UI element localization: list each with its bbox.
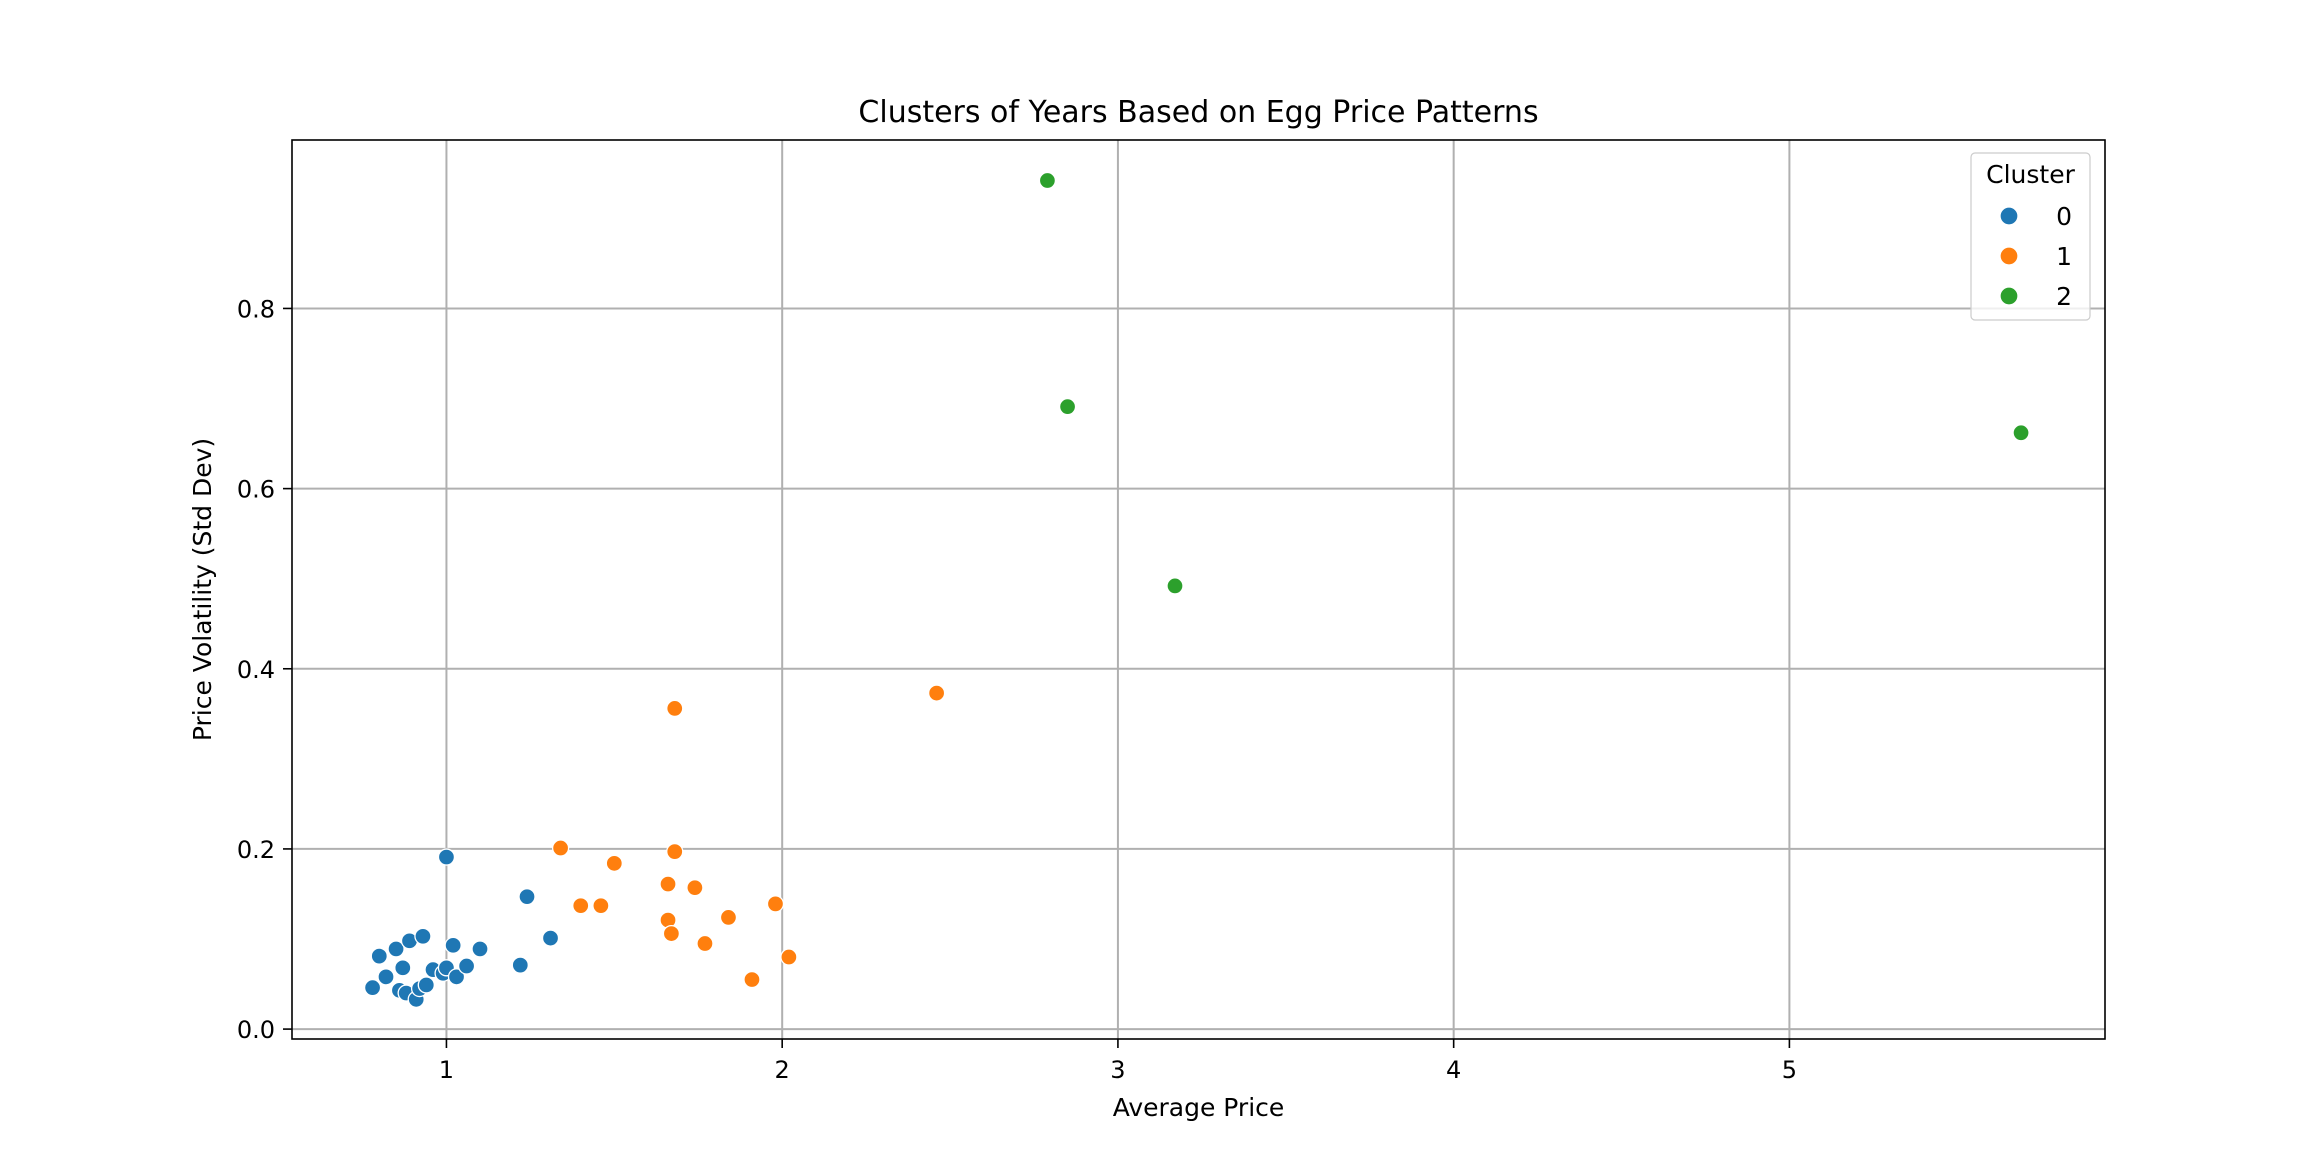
y-tick-label: 0.4	[237, 656, 275, 684]
data-point	[551, 839, 570, 857]
data-point	[511, 956, 529, 974]
data-point	[1058, 397, 1077, 416]
series-0	[363, 848, 560, 1009]
plot-frame	[291, 139, 2106, 1040]
x-tick-label: 2	[775, 1056, 790, 1084]
data-point	[414, 927, 432, 945]
data-point	[363, 979, 382, 997]
data-points	[363, 171, 2030, 1009]
legend-entry: 1	[1999, 242, 2072, 271]
data-point	[417, 976, 435, 994]
data-point	[743, 970, 761, 989]
data-point	[370, 947, 388, 965]
y-axis-label: Price Volatility (Std Dev)	[188, 438, 217, 741]
data-point	[592, 897, 610, 915]
data-point	[1038, 171, 1057, 190]
x-tick-label: 1	[439, 1056, 454, 1084]
data-point	[437, 848, 456, 866]
data-point	[666, 699, 684, 718]
data-point	[457, 957, 476, 975]
legend-entry: 2	[1999, 282, 2072, 311]
data-point	[696, 934, 714, 953]
legend-marker	[1999, 246, 2019, 266]
legend-box	[1970, 152, 2091, 321]
legend-label: 2	[2056, 282, 2072, 311]
data-point	[605, 854, 623, 872]
data-point	[387, 940, 405, 958]
axis-ticks: 1 2 3 4 5 0.0 0.2 0.4 0.6 0.8	[237, 295, 1797, 1084]
data-point	[518, 888, 536, 906]
chart-title: Clusters of Years Based on Egg Price Pat…	[858, 95, 1538, 130]
data-point	[662, 924, 681, 943]
series-2	[1038, 171, 2030, 595]
data-point	[394, 959, 412, 977]
data-point	[659, 875, 677, 893]
data-point	[471, 940, 489, 958]
grid-lines	[292, 140, 2105, 1039]
data-point	[2012, 424, 2030, 442]
data-point	[686, 879, 704, 897]
legend-label: 0	[2056, 202, 2072, 231]
y-tick-label: 0.8	[237, 295, 275, 323]
legend-entry: 0	[1999, 202, 2072, 231]
x-tick-label: 5	[1782, 1056, 1797, 1084]
y-tick-label: 0.0	[237, 1016, 275, 1044]
y-tick-label: 0.2	[237, 836, 275, 864]
legend-entries: 0 1 2	[1999, 202, 2072, 311]
data-point	[377, 968, 395, 986]
series-1	[551, 684, 946, 989]
legend: Cluster 0 1 2	[1970, 152, 2091, 321]
data-point	[780, 948, 798, 966]
data-point	[447, 968, 466, 986]
legend-label: 1	[2056, 242, 2072, 271]
data-point	[1166, 577, 1184, 595]
data-point	[927, 684, 946, 702]
y-tick-label: 0.6	[237, 476, 275, 504]
legend-marker	[1999, 206, 2019, 226]
data-point	[766, 895, 785, 913]
legend-title: Cluster	[1986, 160, 2075, 189]
data-point	[572, 897, 590, 915]
x-axis-label: Average Price	[1113, 1093, 1285, 1122]
legend-marker	[1999, 286, 2019, 306]
data-point	[719, 908, 738, 927]
x-tick-label: 4	[1446, 1056, 1461, 1084]
data-point	[541, 929, 560, 947]
data-point	[666, 842, 684, 861]
x-tick-label: 3	[1110, 1056, 1125, 1084]
data-point	[444, 936, 462, 954]
